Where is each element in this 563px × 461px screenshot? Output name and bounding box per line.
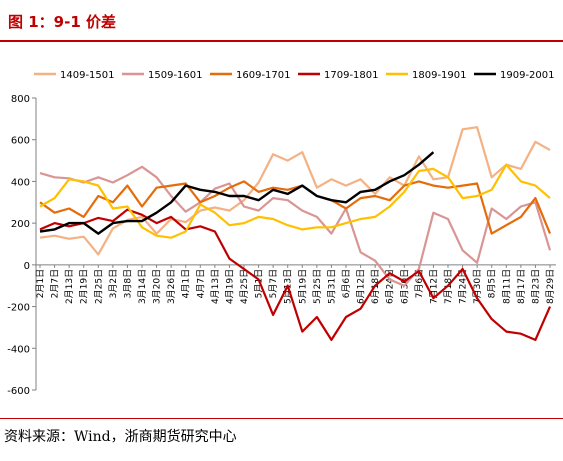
- legend-label: 1409-1501: [60, 70, 115, 81]
- y-tick-label: 400: [11, 177, 30, 188]
- series-line-1809-1901: [39, 163, 551, 239]
- x-tick-label: 2月7日: [50, 269, 61, 298]
- x-tick-label: 7月12日: [428, 269, 439, 304]
- x-tick-label: 8月23日: [530, 269, 541, 304]
- y-tick-label: 800: [11, 94, 30, 105]
- title-divider: [0, 40, 563, 42]
- x-tick-label: 2月19日: [79, 269, 90, 304]
- x-tick-label: 4月1日: [181, 269, 192, 298]
- x-tick-label: 8月29日: [545, 269, 556, 304]
- figure-header: 图 1：9-1 价差: [0, 0, 563, 38]
- source-divider: [0, 418, 563, 419]
- x-tick-label: 4月7日: [195, 269, 206, 298]
- x-tick-label: 8月11日: [501, 269, 512, 304]
- x-tick-label: 4月19日: [224, 269, 235, 304]
- x-tick-label: 6月12日: [356, 269, 367, 304]
- y-tick-label: -600: [7, 386, 30, 397]
- figure-title: 图 1：9-1 价差: [8, 13, 116, 31]
- x-tick-label: 5月7日: [268, 269, 279, 298]
- x-tick-label: 2月25日: [93, 269, 104, 304]
- x-tick-label: 8月17日: [516, 269, 527, 304]
- x-tick-label: 3月14日: [137, 269, 148, 304]
- legend-label: 1509-1601: [148, 70, 203, 81]
- x-tick-label: 5月31日: [326, 269, 337, 304]
- x-tick-label: 2月1日: [35, 269, 46, 298]
- x-tick-label: 3月20日: [152, 269, 163, 304]
- y-tick-label: -200: [7, 303, 30, 314]
- x-tick-label: 8月5日: [487, 269, 498, 298]
- x-tick-label: 3月2日: [108, 269, 119, 298]
- legend-label: 1809-1901: [412, 70, 467, 81]
- x-tick-label: 3月26日: [166, 269, 177, 304]
- series-line-1609-1701: [39, 180, 552, 235]
- legend-label: 1709-1801: [324, 70, 379, 81]
- x-tick-label: 7月24日: [458, 269, 469, 304]
- x-tick-label: 7月6日: [414, 269, 425, 298]
- y-tick-label: 600: [11, 136, 30, 147]
- x-tick-label: 6月24日: [385, 269, 396, 304]
- series-line-1509-1601: [39, 165, 552, 287]
- x-tick-label: 3月8日: [122, 269, 133, 298]
- chart-container: -600 -400 -200 0 200 400 600 800 2月1日 2月7日 2月13日 2月…: [0, 56, 563, 412]
- line-chart: -600 -400 -200 0 200 400 600 800 2月1日 2月7日 2月13日 2月…: [7, 70, 556, 397]
- y-tick-label: -400: [7, 344, 30, 355]
- source-note: 资料来源：Wind，浙商期货研究中心: [4, 429, 237, 445]
- x-tick-label: 4月13日: [210, 269, 221, 304]
- legend-label: 1609-1701: [236, 70, 291, 81]
- series-line-1709-1801: [39, 208, 552, 341]
- series-line-1909-2001: [39, 151, 435, 235]
- x-tick-label: 2月13日: [64, 269, 75, 304]
- legend-label: 1909-2001: [500, 70, 555, 81]
- y-tick-label: 0: [24, 261, 30, 272]
- x-tick-label: 5月25日: [312, 269, 323, 304]
- x-tick-label: 4月25日: [239, 269, 250, 304]
- x-tick-label: 5月1日: [254, 269, 265, 298]
- x-tick-label: 6月6日: [341, 269, 352, 298]
- y-tick-label: 200: [11, 219, 30, 230]
- x-tick-label: 5月19日: [297, 269, 308, 304]
- x-tick-label: 7月30日: [472, 269, 483, 304]
